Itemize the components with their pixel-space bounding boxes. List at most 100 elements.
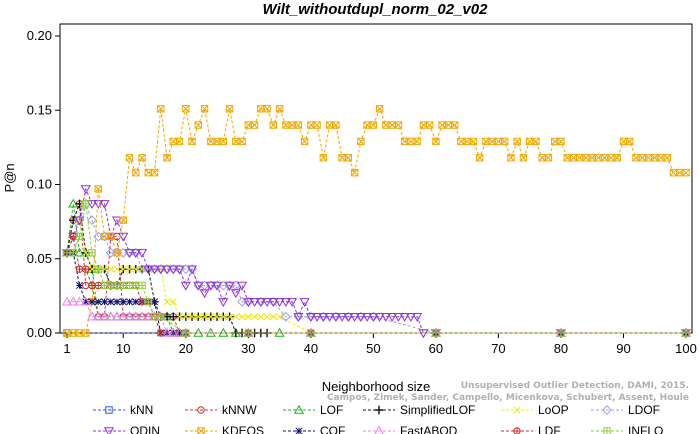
x-axis-label: Neighborhood size [322,379,430,394]
data-point [99,311,110,321]
data-point [244,313,252,321]
data-point [375,105,384,113]
data-point [469,137,478,146]
series-line [67,203,686,334]
data-point [100,298,109,306]
legend-marker [513,427,521,434]
data-point [538,154,546,162]
data-point [337,312,348,322]
data-point [557,329,565,337]
data-point [74,216,85,226]
legend-item-kdeos: KDEOS [184,423,264,434]
data-point [168,265,179,275]
legend-marker [103,427,115,434]
data-point [507,154,515,162]
data-point [138,298,146,306]
data-point [257,313,265,321]
data-point [69,215,78,225]
watermark-line-1: Unsupervised Outlier Detection, DAMI, 20… [460,381,689,391]
data-point [357,137,365,146]
data-point [232,137,240,146]
data-point [432,137,440,146]
data-point [182,105,190,113]
data-point [413,137,421,146]
series-loop [63,216,690,337]
series-line [66,202,686,334]
legend-item-loop: LoOP [500,402,569,418]
legend-marker [513,406,521,414]
legend-swatch [501,427,533,434]
data-point [494,137,503,146]
x-tick-label: 40 [304,341,318,356]
y-tick-label: 0.10 [27,177,52,192]
x-tick-label: 20 [179,341,193,356]
data-point [86,311,98,321]
data-point [113,265,121,273]
data-point [68,296,79,306]
legend-marker [603,427,611,434]
legend-swatch [93,406,125,414]
x-tick-label: 70 [491,341,505,356]
series-ldf [63,232,690,337]
legend-swatch [501,406,533,414]
data-point [130,249,141,259]
data-point [238,313,246,321]
data-point [388,121,396,129]
data-point [205,281,216,291]
data-point [230,289,241,299]
data-point [312,312,323,322]
data-point [132,265,140,273]
data-point [125,265,134,273]
data-point [601,154,609,162]
legend-label: kNNW [222,403,257,417]
data-point [576,154,584,162]
data-point [74,296,85,306]
series-layer [61,105,692,339]
data-point [313,121,321,129]
series-cof [63,249,690,337]
data-point [124,311,135,321]
data-point [169,298,177,306]
data-point [82,265,90,273]
data-point [300,137,309,146]
legend-marker [374,405,384,415]
data-point [188,137,196,146]
data-point [88,249,96,257]
data-point [194,121,203,129]
legend-label: SimplifiedLOF [400,403,476,417]
data-point [107,265,115,273]
data-point [544,154,553,162]
data-point [138,281,146,290]
legend-label: kNN [130,403,154,417]
data-point [387,312,398,322]
data-point [82,298,90,306]
data-point [75,265,84,273]
data-point [425,121,434,129]
data-point [238,137,246,146]
chart-title: Wilt_withoutdupl_norm_02_v02 [263,1,489,18]
legend-item-knn: kNN [92,402,153,418]
data-point [475,154,484,162]
data-point [263,105,271,113]
y-tick-label: 0.20 [27,28,52,43]
data-point [87,215,97,226]
legend-item-knnw: kNNW [184,402,257,418]
data-point [212,281,223,291]
x-tick-label: 80 [554,341,568,356]
data-point [163,298,171,306]
data-point [143,311,154,321]
data-point [626,137,634,146]
data-point [268,298,279,308]
data-point [93,311,104,321]
data-point [269,121,278,129]
data-point [368,312,379,322]
x-tick-label: 50 [366,341,380,356]
data-point [119,216,127,224]
data-point [199,289,210,299]
legend-label: LOF [320,403,344,417]
data-point [450,121,459,129]
data-point [175,137,184,146]
data-point [94,185,102,193]
